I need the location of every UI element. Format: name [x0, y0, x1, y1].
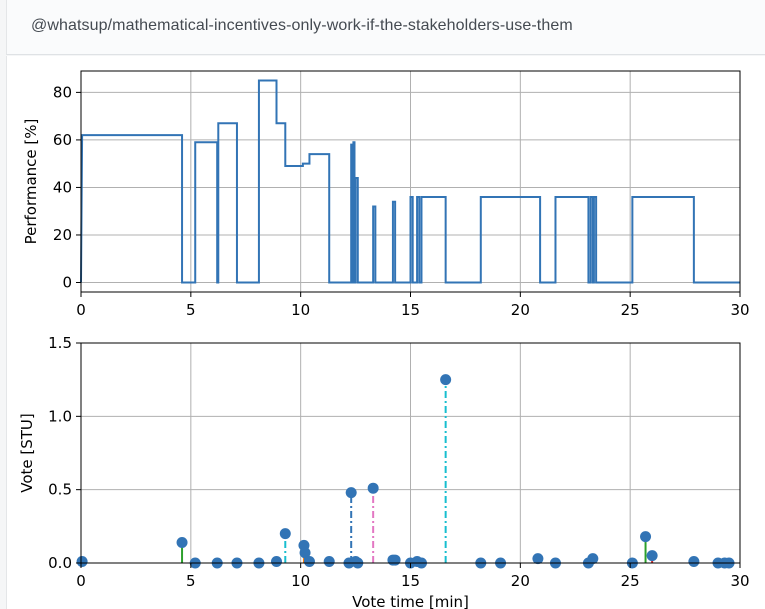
vote-grid [80, 342, 741, 564]
vote-point [640, 531, 652, 543]
vote-x-tick-label: 5 [186, 572, 196, 590]
vote-y-axis-label: Vote [STU] [18, 413, 36, 493]
vote-point [345, 487, 357, 499]
vote-point [271, 556, 283, 568]
performance-chart: 0 5 10 15 20 25 30 0 20 40 60 80 Performance [%] [22, 70, 750, 319]
vote-y-tick-label: 0.5 [48, 481, 72, 499]
vote-x-tick-label: 25 [621, 572, 640, 590]
vote-point [367, 482, 379, 494]
performance-y-tick-label: 80 [53, 83, 72, 101]
vote-point [299, 547, 311, 559]
vote-point [389, 554, 401, 566]
performance-line [80, 79, 740, 284]
performance-x-tick-label: 5 [186, 301, 196, 319]
page-header: @whatsup/mathematical-incentives-only-wo… [6, 0, 765, 55]
vote-stems [76, 374, 735, 569]
vote-y-ticks: 0.0 0.5 1.0 1.5 [48, 334, 81, 572]
vote-point [532, 553, 544, 565]
performance-x-tick-label: 10 [291, 301, 310, 319]
vote-y-tick-label: 1.5 [48, 334, 72, 352]
performance-y-tick-label: 20 [53, 226, 72, 244]
vote-point [688, 556, 700, 568]
performance-y-tick-label: 40 [53, 178, 72, 196]
vote-point [176, 536, 188, 548]
performance-y-tick-label: 0 [62, 273, 72, 291]
vote-x-ticks: 0 5 10 15 20 25 30 [76, 563, 750, 590]
plot-card [6, 56, 765, 609]
vote-point [323, 556, 335, 568]
performance-y-ticks: 0 20 40 60 80 [53, 83, 81, 291]
performance-x-tick-label: 25 [621, 301, 640, 319]
page-title: @whatsup/mathematical-incentives-only-wo… [31, 17, 573, 34]
performance-x-ticks: 0 5 10 15 20 25 30 [76, 292, 750, 319]
vote-point [76, 556, 88, 568]
vote-point [440, 374, 452, 386]
performance-series [80, 79, 740, 284]
vote-x-tick-label: 15 [401, 572, 420, 590]
performance-y-tick-label: 60 [53, 131, 72, 149]
performance-x-tick-label: 20 [511, 301, 530, 319]
performance-y-axis-label: Performance [%] [22, 119, 40, 245]
vote-x-tick-label: 20 [511, 572, 530, 590]
vote-point [646, 550, 658, 562]
vote-x-tick-label: 10 [291, 572, 310, 590]
vote-x-axis-label: Vote time [min] [352, 593, 469, 609]
vote-y-tick-label: 0.0 [48, 554, 72, 572]
vote-y-tick-label: 1.0 [48, 407, 72, 425]
vote-x-tick-label: 30 [730, 572, 749, 590]
performance-x-tick-label: 30 [730, 301, 749, 319]
performance-x-tick-label: 15 [401, 301, 420, 319]
vote-point [303, 556, 315, 568]
vote-chart: 0 5 10 15 20 25 30 0.0 0.5 1.0 1.5 Vote [STU] Vot… [18, 334, 750, 609]
vote-point [279, 528, 291, 540]
performance-x-tick-label: 0 [76, 301, 86, 319]
vote-x-tick-label: 0 [76, 572, 86, 590]
vote-point [587, 553, 599, 565]
